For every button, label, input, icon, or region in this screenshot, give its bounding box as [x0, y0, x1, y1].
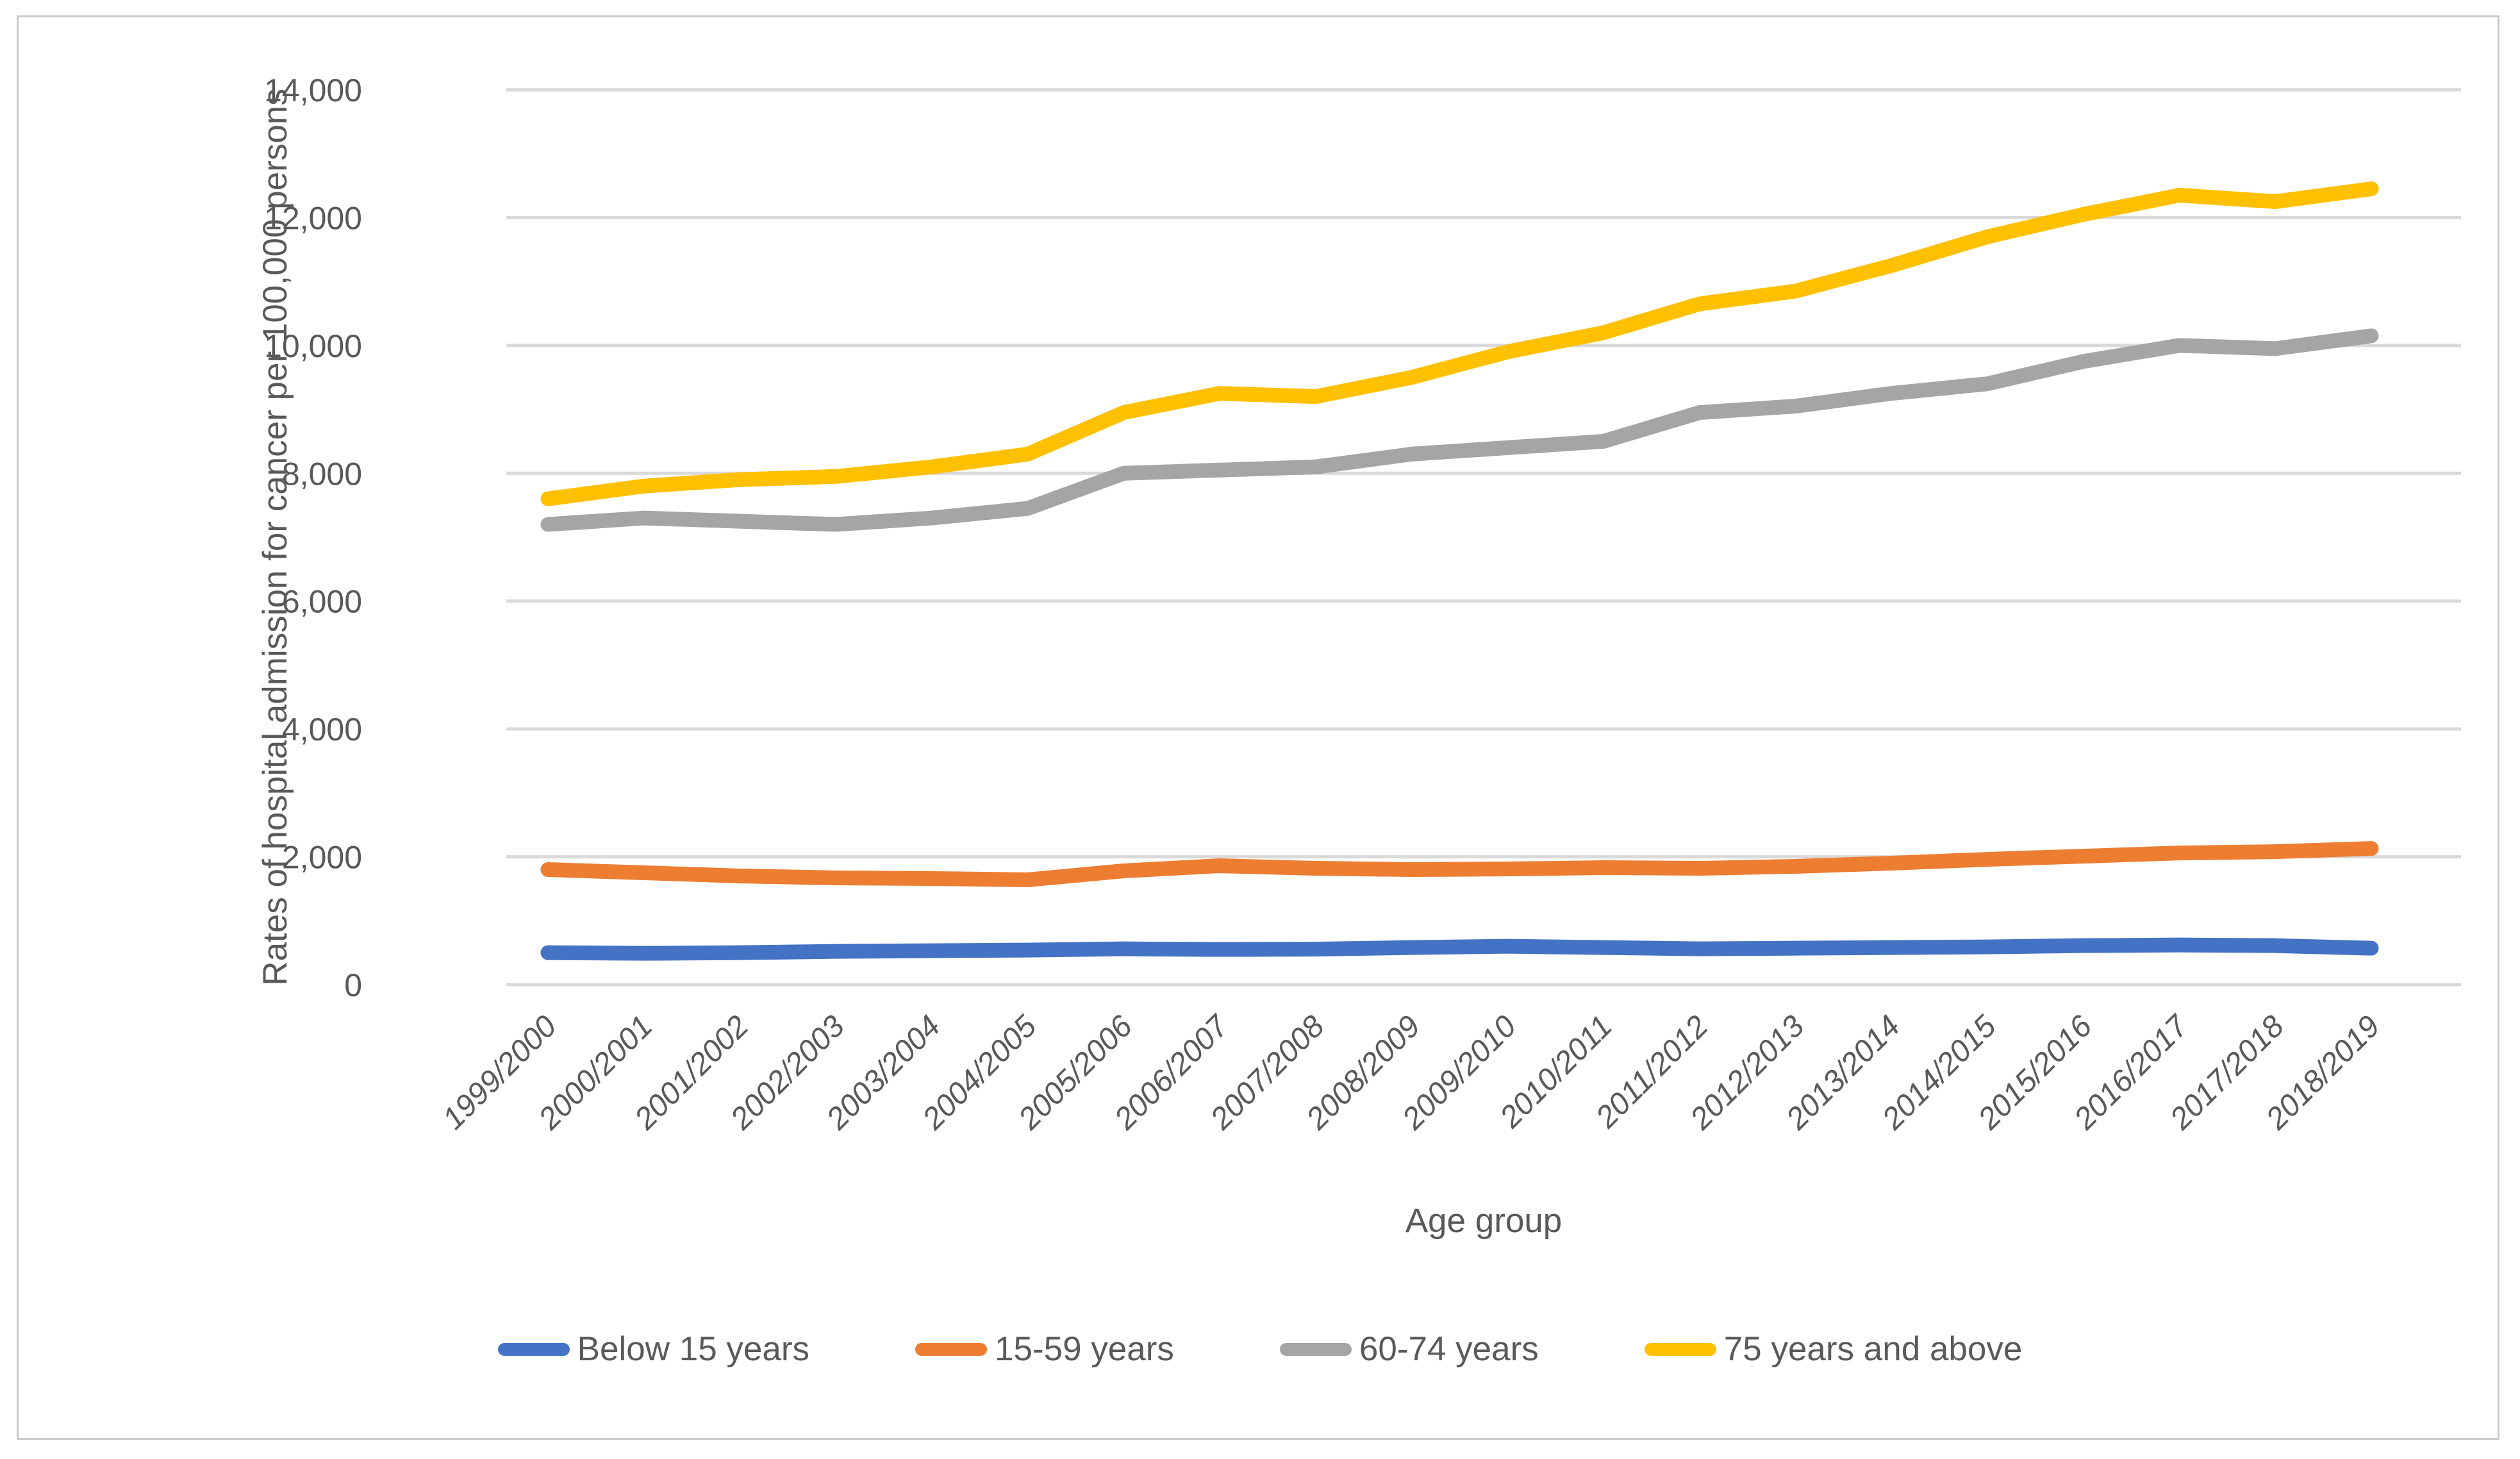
x-axis-title: Age group	[1405, 1202, 1563, 1240]
y-tick-label-14000: 14,000	[264, 72, 362, 108]
legend-swatch-15-59-years	[915, 1342, 987, 1356]
legend-label-75-years-and-above: 75 years and above	[1723, 1330, 2023, 1368]
y-tick-label-10000: 10,000	[264, 328, 362, 364]
y-tick-label-8000: 8,000	[282, 456, 362, 492]
legend-item-60-74-years: 60-74 years	[1279, 1330, 1539, 1368]
series-line-75-years-and-above	[540, 181, 2379, 506]
y-tick-label-12000: 12,000	[264, 200, 362, 236]
legend-item-below-15-years: Below 15 years	[497, 1330, 809, 1368]
legend-swatch-60-74-years	[1279, 1342, 1352, 1356]
series-line-below-15-years	[540, 937, 2379, 961]
legend-item-15-59-years: 15-59 years	[915, 1332, 1174, 1366]
legend-label-60-74-years: 60-74 years	[1359, 1330, 1539, 1368]
y-tick-label-2000: 2,000	[282, 840, 362, 876]
y-axis-title: Rates of hospital admission for cancer p…	[256, 88, 294, 985]
legend: Below 15 years 15-59 years 60-74 years 75 y…	[0, 1332, 2520, 1366]
legend-swatch-below-15-years	[497, 1342, 570, 1356]
series-line-15-59-years	[540, 841, 2379, 887]
legend-label-below-15-years: Below 15 years	[577, 1330, 809, 1368]
y-tick-label-6000: 6,000	[282, 584, 362, 620]
series-line-60-74-years	[540, 328, 2379, 532]
y-tick-label-4000: 4,000	[282, 712, 362, 747]
y-tick-label-0: 0	[344, 967, 362, 1003]
legend-label-15-59-years: 15-59 years	[995, 1330, 1174, 1368]
legend-item-75-years-and-above: 75 years and above	[1644, 1330, 2023, 1368]
legend-swatch-75-years-and-above	[1644, 1342, 1716, 1356]
